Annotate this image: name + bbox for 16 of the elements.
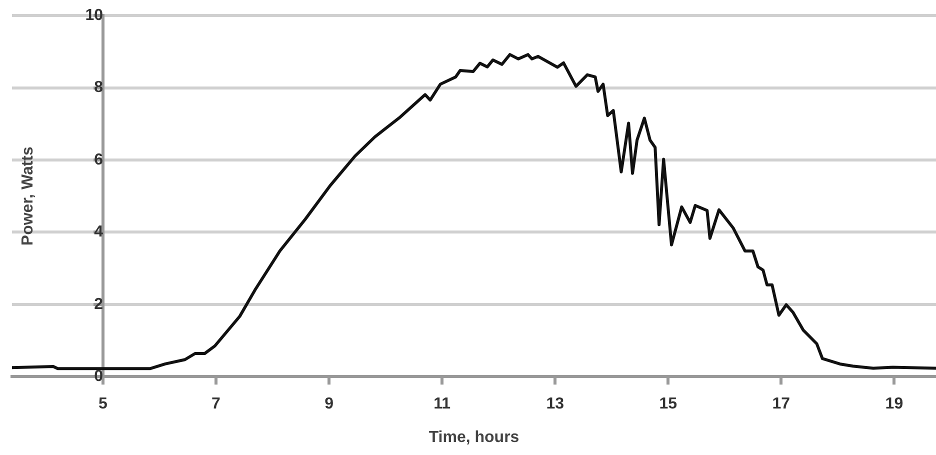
- x-tick-label: 7: [212, 396, 221, 413]
- x-tick-label: 19: [885, 396, 904, 413]
- y-tick-label: 4: [94, 224, 104, 241]
- x-axis-title: Time, hours: [428, 428, 520, 446]
- x-tick-label: 5: [98, 396, 108, 413]
- y-tick-label: 8: [94, 79, 104, 96]
- y-tick-label: 6: [94, 151, 104, 168]
- x-tick-label: 9: [324, 396, 334, 413]
- y-tick-label: 10: [85, 7, 104, 24]
- y-tick-label: 0: [94, 368, 104, 386]
- x-tick-label: 11: [434, 396, 451, 413]
- y-tick-label: 2: [94, 296, 104, 313]
- x-tick-label: 17: [772, 396, 790, 413]
- x-tick-label: 15: [659, 396, 678, 413]
- x-tick-label: 13: [546, 396, 564, 413]
- y-axis-title: Power, Watts: [19, 146, 36, 246]
